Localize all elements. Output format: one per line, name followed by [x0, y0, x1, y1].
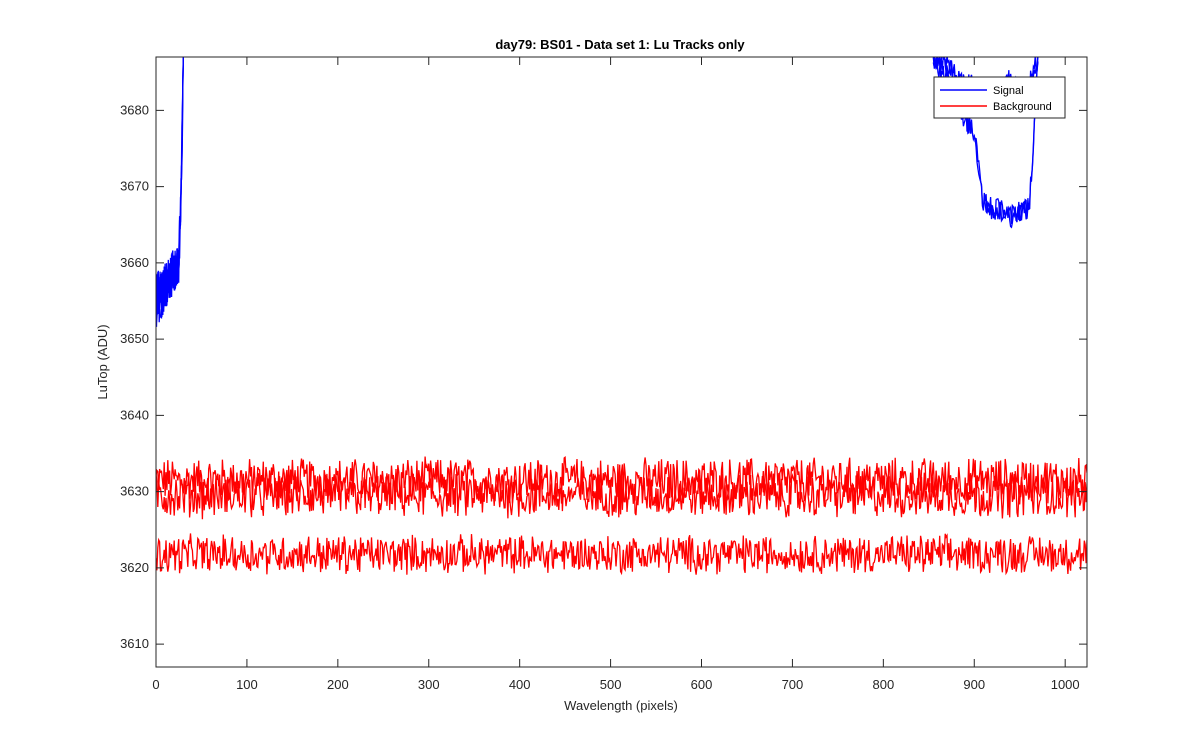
x-tick-label: 600 — [691, 677, 713, 692]
legend-label-signal: Signal — [993, 85, 1024, 97]
signal-left-trace-3 — [156, 57, 184, 319]
y-axis: 3610 3620 3630 3640 3650 3660 3670 3680 — [120, 102, 1087, 651]
x-tick-label: 900 — [963, 677, 985, 692]
y-tick-label: 3610 — [120, 636, 149, 651]
x-tick-label: 400 — [509, 677, 531, 692]
x-tick-label: 300 — [418, 677, 440, 692]
legend: Signal Background — [933, 76, 1066, 119]
y-axis-label: LuTop (ADU) — [95, 324, 110, 399]
y-tick-label: 3640 — [120, 407, 149, 422]
y-tick-label: 3630 — [120, 484, 149, 499]
x-axis-label: Wavelength (pixels) — [564, 698, 678, 713]
y-tick-label: 3650 — [120, 331, 149, 346]
x-tick-label: 1000 — [1051, 677, 1080, 692]
y-tick-label: 3620 — [120, 560, 149, 575]
axes-box — [155, 56, 1088, 668]
x-tick-label: 200 — [327, 677, 349, 692]
background-trace-2 — [156, 533, 1087, 576]
x-tick-label: 800 — [872, 677, 894, 692]
legend-label-background: Background — [993, 101, 1052, 113]
y-tick-label: 3680 — [120, 102, 149, 117]
background-trace-1 — [156, 472, 1087, 520]
x-tick-label: 700 — [782, 677, 804, 692]
x-tick-label: 100 — [236, 677, 258, 692]
x-axis: 0 100 200 300 400 500 600 700 800 900 1000 — [152, 57, 1080, 692]
signal-left-trace-2 — [156, 57, 184, 323]
chart-title: day79: BS01 - Data set 1: Lu Tracks only — [495, 37, 745, 52]
x-tick-label: 0 — [152, 677, 159, 692]
y-tick-label: 3660 — [120, 255, 149, 270]
y-tick-label: 3670 — [120, 179, 149, 194]
x-tick-label: 500 — [600, 677, 622, 692]
